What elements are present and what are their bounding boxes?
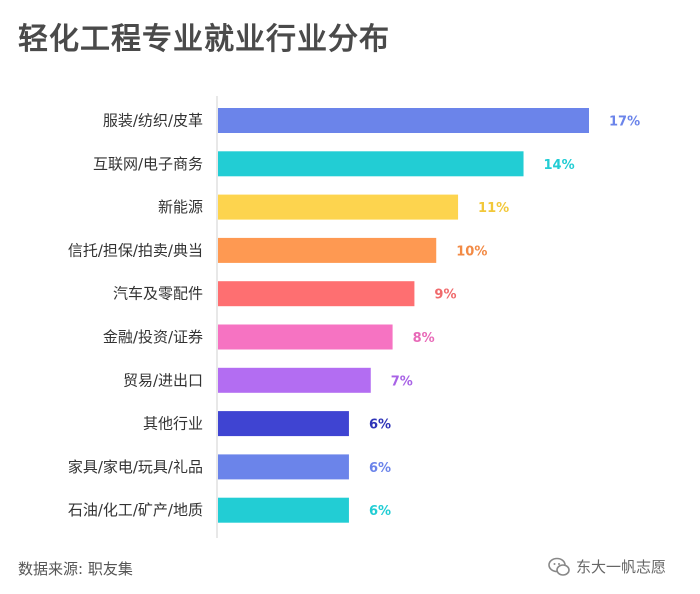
category-label: 其他行业 [143, 415, 203, 433]
watermark-text: 东大一帆志愿 [576, 558, 667, 576]
bar [218, 454, 349, 480]
watermark: 东大一帆志愿 [548, 556, 666, 577]
bar [218, 194, 459, 220]
bar [218, 497, 349, 523]
value-label: 8% [413, 331, 435, 346]
category-label: 贸易/进出口 [123, 371, 203, 389]
category-label: 互联网/电子商务 [93, 155, 203, 173]
data-source-note: 数据来源: 职友集 [18, 560, 133, 578]
value-label: 6% [369, 418, 391, 433]
wechat-icon [548, 557, 570, 576]
value-label: 7% [391, 374, 413, 389]
value-label: 17% [609, 115, 640, 130]
chart-title: 轻化工程专业就业行业分布 [18, 22, 390, 57]
bar [218, 324, 393, 350]
bar [218, 237, 437, 263]
value-label: 9% [434, 288, 456, 303]
value-label: 11% [478, 201, 509, 216]
bar [218, 367, 371, 393]
category-label: 金融/投资/证券 [103, 328, 203, 346]
value-label: 14% [544, 158, 575, 173]
category-label: 信托/担保/拍卖/典当 [68, 241, 203, 259]
category-label: 石油/化工/矿产/地质 [68, 501, 203, 519]
category-label: 服装/纺织/皮革 [103, 112, 203, 130]
value-label: 6% [369, 504, 391, 519]
bar [218, 108, 589, 133]
value-label: 6% [369, 461, 391, 476]
bar [218, 151, 524, 177]
category-label: 汽车及零配件 [113, 285, 203, 303]
value-label: 10% [456, 244, 487, 259]
bar [218, 281, 415, 307]
category-label: 家具/家电/玩具/礼品 [68, 458, 203, 476]
category-label: 新能源 [158, 198, 203, 216]
bar [218, 411, 349, 437]
